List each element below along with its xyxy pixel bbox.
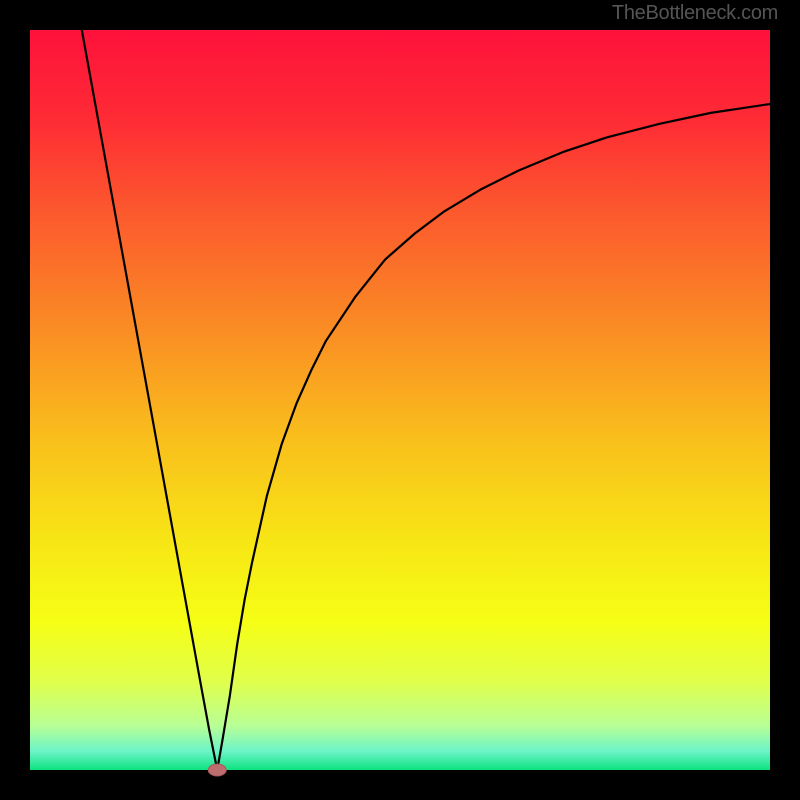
plot-background xyxy=(30,30,770,770)
watermark-text: TheBottleneck.com xyxy=(612,2,778,25)
chart-svg xyxy=(0,0,800,800)
min-marker xyxy=(208,764,226,776)
